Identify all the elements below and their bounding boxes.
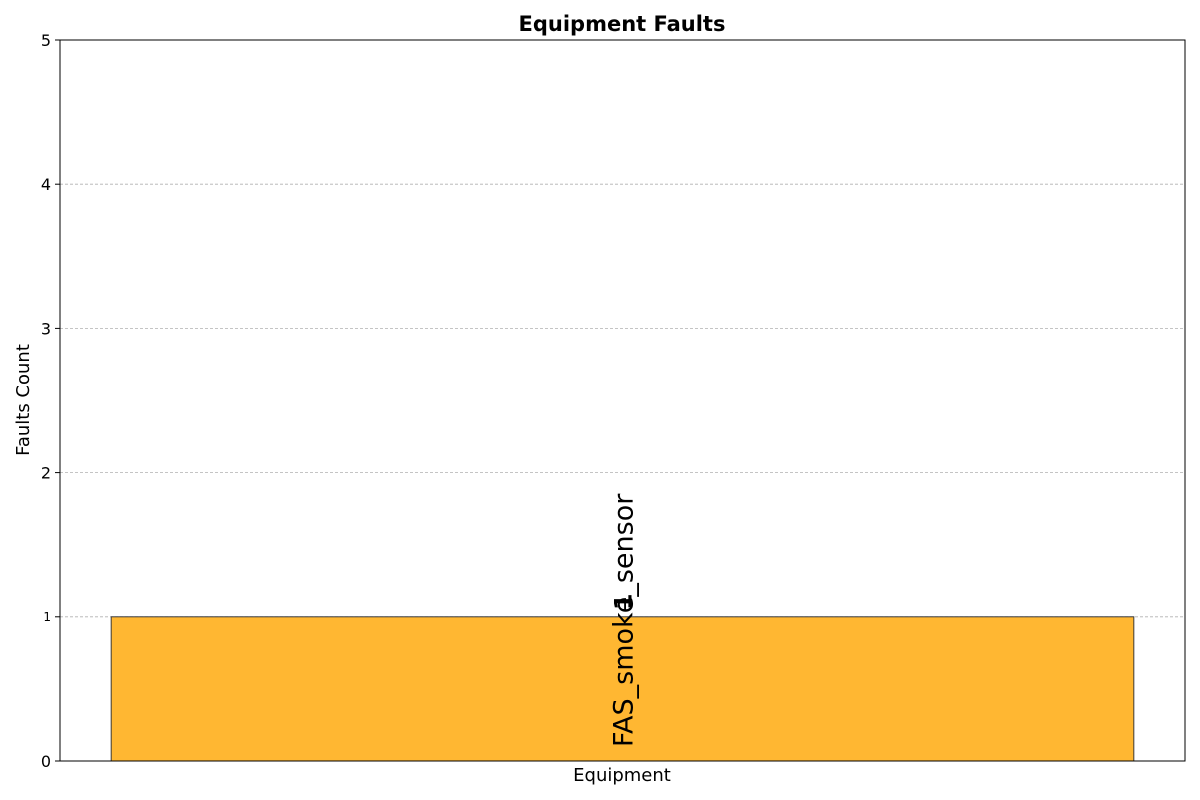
x-axis-label: Equipment: [573, 765, 671, 786]
y-tick-label: 3: [41, 319, 51, 338]
y-axis-label: Faults Count: [13, 344, 34, 456]
y-tick-label: 5: [41, 31, 51, 50]
y-tick-label: 4: [41, 175, 51, 194]
y-axis-ticks: 0 1 2 3 4 5: [41, 31, 60, 771]
y-tick-label: 2: [41, 464, 51, 483]
chart-title: Equipment Faults: [519, 12, 726, 36]
bar-value-label: 1: [610, 593, 638, 610]
bar: [110, 616, 1135, 762]
y-tick-label: 1: [43, 610, 51, 624]
plot-frame: [59, 39, 1186, 762]
bar-category-label: FAS_smoke_sensor: [609, 493, 640, 747]
y-tick-label: 0: [41, 752, 51, 771]
